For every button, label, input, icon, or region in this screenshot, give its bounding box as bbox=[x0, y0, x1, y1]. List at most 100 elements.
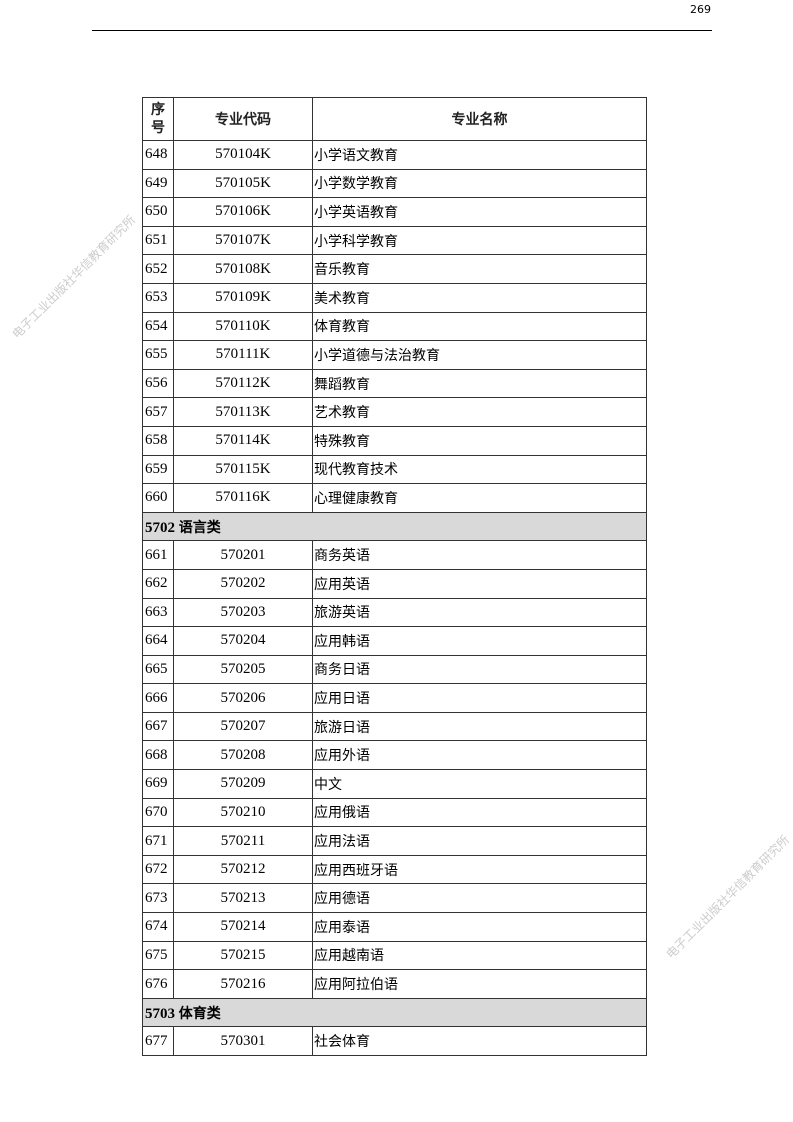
major-name: 小学道德与法治教育 bbox=[312, 340, 647, 370]
header-no: 序号 bbox=[142, 97, 174, 141]
table-row: 649 570105K 小学数学教育 bbox=[142, 168, 647, 199]
section-name: 语言类 bbox=[178, 519, 221, 536]
header-rule bbox=[92, 30, 712, 31]
majors-table: 序号 专业代码 专业名称 648 570104K 小学语文教育 649 570105K 小… bbox=[142, 97, 647, 1056]
major-name: 体育教育 bbox=[312, 311, 647, 342]
major-code: 570109K bbox=[173, 282, 313, 313]
table-row: 660 570116K 心理健康教育 bbox=[142, 483, 647, 513]
table-row: 648 570104K 小学语文教育 bbox=[142, 140, 647, 170]
major-code: 570112K bbox=[173, 368, 313, 399]
major-name: 应用法语 bbox=[312, 826, 647, 856]
row-number: 651 bbox=[142, 225, 174, 256]
table-row: 651 570107K 小学科学教育 bbox=[142, 225, 647, 256]
row-number: 676 bbox=[142, 969, 174, 999]
major-code: 570201 bbox=[173, 540, 313, 570]
table-row: 665 570205 商务日语 bbox=[142, 654, 647, 685]
table-row: 672 570212 应用西班牙语 bbox=[142, 854, 647, 885]
major-code: 570105K bbox=[173, 168, 313, 199]
table-row: 653 570109K 美术教育 bbox=[142, 282, 647, 313]
section-name: 体育类 bbox=[178, 1005, 221, 1022]
row-number: 662 bbox=[142, 568, 174, 599]
table-row: 652 570108K 音乐教育 bbox=[142, 254, 647, 284]
major-code: 570215 bbox=[173, 940, 313, 971]
table-header-row: 序号 专业代码 专业名称 bbox=[142, 97, 647, 141]
table-row: 673 570213 应用德语 bbox=[142, 883, 647, 914]
table-row: 677 570301 社会体育 bbox=[142, 1026, 647, 1056]
row-number: 648 bbox=[142, 140, 174, 170]
row-number: 652 bbox=[142, 254, 174, 284]
table-row: 663 570203 旅游英语 bbox=[142, 597, 647, 628]
major-name: 应用英语 bbox=[312, 568, 647, 599]
row-number: 661 bbox=[142, 540, 174, 570]
table-row: 670 570210 应用俄语 bbox=[142, 797, 647, 828]
table-row: 650 570106K 小学英语教育 bbox=[142, 197, 647, 227]
major-code: 570211 bbox=[173, 826, 313, 856]
header-code: 专业代码 bbox=[173, 97, 313, 141]
major-name: 应用德语 bbox=[312, 883, 647, 914]
major-code: 570204 bbox=[173, 626, 313, 656]
major-name: 应用外语 bbox=[312, 740, 647, 771]
header-name: 专业名称 bbox=[312, 97, 647, 141]
major-name: 应用泰语 bbox=[312, 912, 647, 942]
major-code: 570212 bbox=[173, 854, 313, 885]
major-code: 570106K bbox=[173, 197, 313, 227]
table-row: 656 570112K 舞蹈教育 bbox=[142, 368, 647, 399]
major-name: 小学语文教育 bbox=[312, 140, 647, 170]
major-name: 小学数学教育 bbox=[312, 168, 647, 199]
major-code: 570209 bbox=[173, 769, 313, 799]
row-number: 669 bbox=[142, 769, 174, 799]
major-name: 商务日语 bbox=[312, 654, 647, 685]
row-number: 668 bbox=[142, 740, 174, 771]
row-number: 666 bbox=[142, 683, 174, 713]
major-code: 570107K bbox=[173, 225, 313, 256]
major-name: 应用俄语 bbox=[312, 797, 647, 828]
row-number: 665 bbox=[142, 654, 174, 685]
major-code: 570113K bbox=[173, 397, 313, 427]
major-code: 570301 bbox=[173, 1026, 313, 1056]
major-code: 570205 bbox=[173, 654, 313, 685]
major-name: 商务英语 bbox=[312, 540, 647, 570]
row-number: 674 bbox=[142, 912, 174, 942]
major-code: 570203 bbox=[173, 597, 313, 628]
major-name: 艺术教育 bbox=[312, 397, 647, 427]
table-row: 669 570209 中文 bbox=[142, 769, 647, 799]
row-number: 657 bbox=[142, 397, 174, 427]
row-number: 653 bbox=[142, 282, 174, 313]
row-number: 659 bbox=[142, 454, 174, 485]
table-row: 658 570114K 特殊教育 bbox=[142, 425, 647, 456]
major-code: 570206 bbox=[173, 683, 313, 713]
section-label: 5703 体育类 bbox=[142, 997, 647, 1028]
section-code: 5703 bbox=[145, 1005, 175, 1022]
major-name: 特殊教育 bbox=[312, 425, 647, 456]
major-code: 570104K bbox=[173, 140, 313, 170]
major-name: 中文 bbox=[312, 769, 647, 799]
major-name: 音乐教育 bbox=[312, 254, 647, 284]
watermark: 电子工业出版社华信教育研究所 bbox=[663, 832, 793, 962]
watermark: 电子工业出版社华信教育研究所 bbox=[9, 212, 139, 342]
row-number: 673 bbox=[142, 883, 174, 914]
major-code: 570114K bbox=[173, 425, 313, 456]
major-name: 应用阿拉伯语 bbox=[312, 969, 647, 999]
major-name: 小学科学教育 bbox=[312, 225, 647, 256]
major-code: 570116K bbox=[173, 483, 313, 513]
major-name: 旅游英语 bbox=[312, 597, 647, 628]
section-row: 5702 语言类 bbox=[142, 511, 647, 542]
major-code: 570202 bbox=[173, 568, 313, 599]
row-number: 671 bbox=[142, 826, 174, 856]
major-code: 570110K bbox=[173, 311, 313, 342]
table-row: 675 570215 应用越南语 bbox=[142, 940, 647, 971]
table-row: 657 570113K 艺术教育 bbox=[142, 397, 647, 427]
major-name: 应用西班牙语 bbox=[312, 854, 647, 885]
row-number: 658 bbox=[142, 425, 174, 456]
page-number: 269 bbox=[690, 3, 711, 16]
major-code: 570111K bbox=[173, 340, 313, 370]
table-row: 668 570208 应用外语 bbox=[142, 740, 647, 771]
major-name: 应用韩语 bbox=[312, 626, 647, 656]
row-number: 667 bbox=[142, 711, 174, 742]
major-name: 小学英语教育 bbox=[312, 197, 647, 227]
row-number: 656 bbox=[142, 368, 174, 399]
major-name: 舞蹈教育 bbox=[312, 368, 647, 399]
table-row: 654 570110K 体育教育 bbox=[142, 311, 647, 342]
row-number: 649 bbox=[142, 168, 174, 199]
row-number: 670 bbox=[142, 797, 174, 828]
